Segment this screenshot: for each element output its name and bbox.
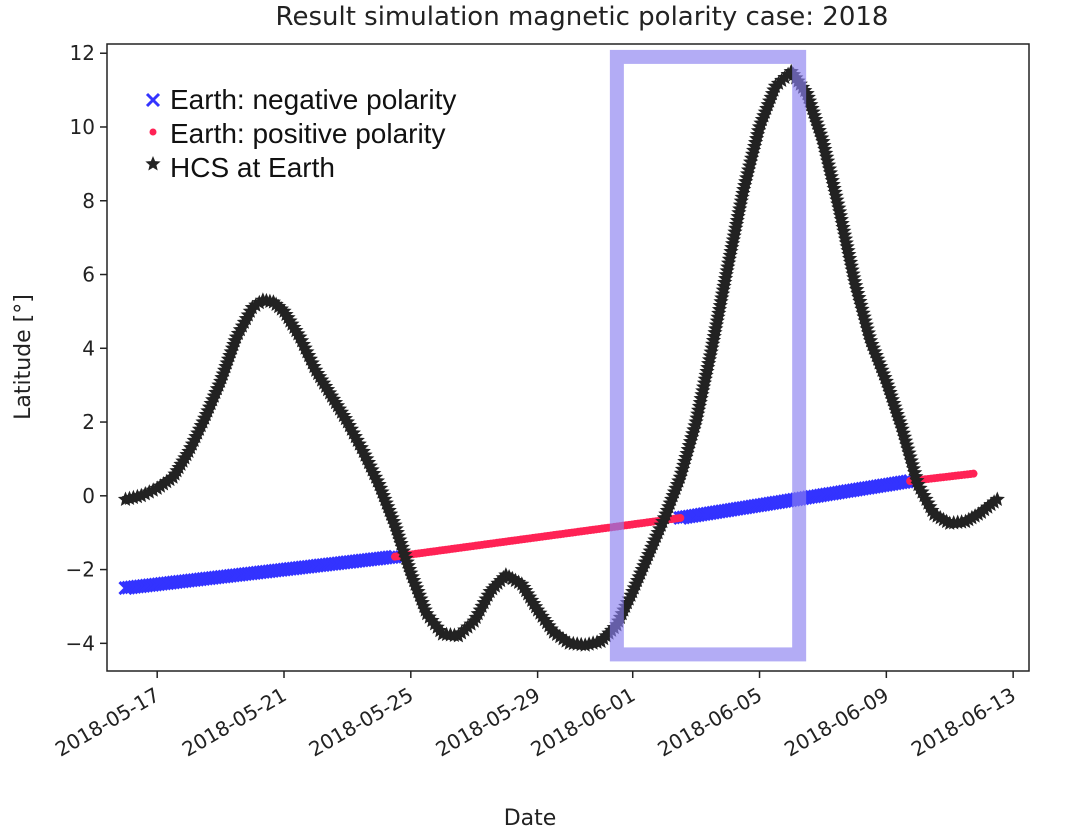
y-tick-label: 12 — [70, 41, 95, 65]
y-tick-label: −4 — [66, 631, 95, 655]
y-tick-label: 6 — [82, 263, 95, 287]
plot-area — [117, 49, 1005, 662]
legend-label: Earth: positive polarity — [170, 118, 445, 149]
series-positive-polarity-point — [969, 469, 978, 478]
x-tick-label: 2018-05-17 — [51, 683, 164, 762]
x-tick-label: 2018-05-25 — [305, 683, 418, 762]
x-tick-label: 2018-06-01 — [527, 683, 640, 762]
y-axis-label: Latitude [°] — [11, 294, 36, 420]
legend-marker-negative — [145, 92, 161, 108]
hcs-point — [141, 484, 157, 499]
series-positive-polarity-point — [676, 513, 685, 522]
x-tick-label: 2018-06-13 — [907, 683, 1020, 762]
y-tick-label: 4 — [82, 336, 95, 360]
x-tick-label: 2018-06-09 — [780, 683, 893, 762]
legend-marker-positive — [149, 128, 157, 136]
legend-marker-hcs — [145, 156, 161, 171]
series-hcs-at-earth — [117, 63, 1005, 652]
hcs-point — [989, 491, 1005, 506]
x-tick-label: 2018-06-05 — [653, 683, 766, 762]
y-tick-label: 0 — [82, 484, 95, 508]
axes-frame — [106, 43, 1030, 672]
y-tick-label: 8 — [82, 189, 95, 213]
y-axis: −4 −2 0 2 4 6 8 10 12 — [66, 41, 107, 655]
y-tick-label: 10 — [70, 115, 95, 139]
hcs-point — [137, 486, 153, 501]
chart-title: Result simulation magnetic polarity case… — [276, 2, 889, 32]
hcs-point — [133, 487, 149, 503]
y-tick-label: 2 — [82, 410, 95, 434]
legend-label: HCS at Earth — [170, 152, 335, 183]
y-tick-label: −2 — [66, 558, 95, 582]
x-axis: 2018-05-17 2018-05-21 2018-05-25 2018-05-29… — [51, 671, 1020, 761]
highlight-box — [609, 49, 807, 662]
legend-label: Earth: negative polarity — [170, 84, 456, 115]
x-axis-label: Date — [504, 806, 557, 831]
hcs-point — [145, 482, 161, 497]
x-tick-label: 2018-05-29 — [431, 683, 544, 762]
x-tick-label: 2018-05-21 — [178, 683, 291, 762]
